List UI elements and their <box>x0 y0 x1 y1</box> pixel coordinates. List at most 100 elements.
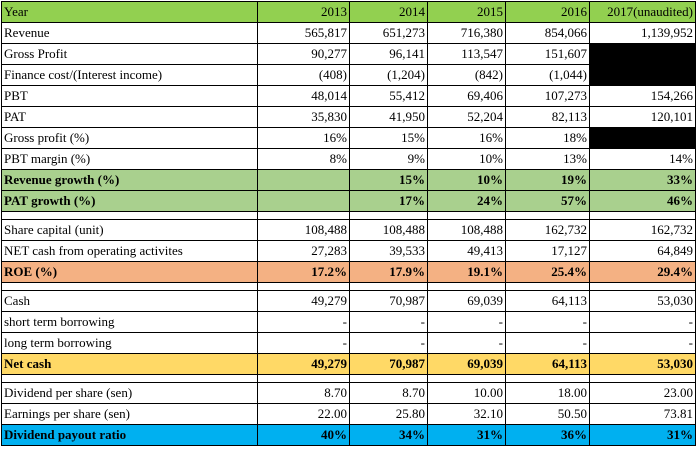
value-cell: 151,607 <box>505 43 590 65</box>
group-separator <box>1 282 696 291</box>
row-label: Finance cost/(Interest income) <box>1 64 258 86</box>
separator-cell <box>505 211 590 220</box>
value-cell: 52,204 <box>427 106 506 128</box>
value-cell: 73.81 <box>589 403 696 425</box>
table-row: Cash 49,279 70,987 69,039 64,113 53,030 <box>1 290 696 312</box>
row-label: Dividend payout ratio <box>1 424 258 446</box>
value-cell: - <box>257 332 350 354</box>
redacted-cell <box>589 127 696 149</box>
value-cell: 64,113 <box>505 290 590 312</box>
value-cell: 70,987 <box>349 353 428 375</box>
header-year-cell: 2016 <box>505 1 590 23</box>
row-label: PAT <box>1 106 258 128</box>
value-cell: 50.50 <box>505 403 590 425</box>
value-cell: 70,987 <box>349 290 428 312</box>
value-cell: 17% <box>349 190 428 212</box>
value-cell: 48,014 <box>257 85 350 107</box>
row-label: Share capital (unit) <box>1 219 258 241</box>
separator-cell <box>1 374 258 383</box>
value-cell: (842) <box>427 64 506 86</box>
value-cell: - <box>427 332 506 354</box>
table-row: Dividend per share (sen) 8.70 8.70 10.00 18.… <box>1 382 696 404</box>
value-cell: 17.9% <box>349 261 428 283</box>
separator-cell <box>349 282 428 291</box>
separator-cell <box>589 211 696 220</box>
value-cell: - <box>505 311 590 333</box>
value-cell: 35,830 <box>257 106 350 128</box>
value-cell: 107,273 <box>505 85 590 107</box>
table-row: Share capital (unit) 108,488 108,488 108,48… <box>1 219 696 241</box>
separator-cell <box>257 211 350 220</box>
table-row: PAT growth (%) 17% 24% 57% 46% <box>1 190 696 212</box>
value-cell: 69,406 <box>427 85 506 107</box>
value-cell: 41,950 <box>349 106 428 128</box>
row-label: PBT margin (%) <box>1 148 258 170</box>
value-cell: 18% <box>505 127 590 149</box>
value-cell: - <box>257 311 350 333</box>
table-row: Revenue growth (%) 15% 10% 19% 33% <box>1 169 696 191</box>
header-year-cell: 2015 <box>427 1 506 23</box>
group-separator <box>1 211 696 220</box>
row-label: Dividend per share (sen) <box>1 382 258 404</box>
value-cell: 8.70 <box>257 382 350 404</box>
row-label: NET cash from operating activites <box>1 240 258 262</box>
value-cell: 9% <box>349 148 428 170</box>
value-cell: 31% <box>589 424 696 446</box>
value-cell: 31% <box>427 424 506 446</box>
separator-cell <box>349 211 428 220</box>
value-cell: - <box>589 311 696 333</box>
separator-cell <box>427 211 506 220</box>
table-row: Gross Profit 90,277 96,141 113,547 151,607 <box>1 43 696 65</box>
row-label: PBT <box>1 85 258 107</box>
value-cell: 17.2% <box>257 261 350 283</box>
value-cell: 19% <box>505 169 590 191</box>
separator-cell <box>427 282 506 291</box>
row-label: short term borrowing <box>1 311 258 333</box>
value-cell: - <box>505 332 590 354</box>
header-year-cell: 2013 <box>257 1 350 23</box>
row-label: Gross profit (%) <box>1 127 258 149</box>
value-cell: 69,039 <box>427 290 506 312</box>
value-cell: 113,547 <box>427 43 506 65</box>
value-cell: 34% <box>349 424 428 446</box>
value-cell: 15% <box>349 169 428 191</box>
group-separator <box>1 374 696 383</box>
value-cell <box>257 190 350 212</box>
value-cell: 108,488 <box>257 219 350 241</box>
separator-cell <box>257 374 350 383</box>
value-cell: 25.80 <box>349 403 428 425</box>
separator-cell <box>349 374 428 383</box>
table-row: Gross profit (%) 16% 15% 16% 18% <box>1 127 696 149</box>
value-cell: 53,030 <box>589 353 696 375</box>
table-row: NET cash from operating activites 27,283 3… <box>1 240 696 262</box>
value-cell: (1,044) <box>505 64 590 86</box>
row-label: PAT growth (%) <box>1 190 258 212</box>
separator-cell <box>589 374 696 383</box>
value-cell: 49,279 <box>257 290 350 312</box>
value-cell: 154,266 <box>589 85 696 107</box>
value-cell: - <box>589 332 696 354</box>
value-cell: 162,732 <box>505 219 590 241</box>
value-cell: 33% <box>589 169 696 191</box>
row-label: Earnings per share (sen) <box>1 403 258 425</box>
value-cell: 24% <box>427 190 506 212</box>
value-cell: 27,283 <box>257 240 350 262</box>
separator-cell <box>427 374 506 383</box>
row-label: long term borrowing <box>1 332 258 354</box>
table-row: Net cash 49,279 70,987 69,039 64,113 53,030 <box>1 353 696 375</box>
value-cell: 8% <box>257 148 350 170</box>
value-cell: 16% <box>257 127 350 149</box>
value-cell: 25.4% <box>505 261 590 283</box>
value-cell: - <box>349 311 428 333</box>
table-row: long term borrowing - - - - - <box>1 332 696 354</box>
value-cell: 36% <box>505 424 590 446</box>
value-cell: (408) <box>257 64 350 86</box>
value-cell: 90,277 <box>257 43 350 65</box>
value-cell: 32.10 <box>427 403 506 425</box>
table-row: Revenue 565,817 651,273 716,380 854,066 1,139… <box>1 22 696 44</box>
table-row: Finance cost/(Interest income) (408) (1,20… <box>1 64 696 86</box>
row-label: Gross Profit <box>1 43 258 65</box>
value-cell: 651,273 <box>349 22 428 44</box>
row-label: Revenue growth (%) <box>1 169 258 191</box>
value-cell: 854,066 <box>505 22 590 44</box>
